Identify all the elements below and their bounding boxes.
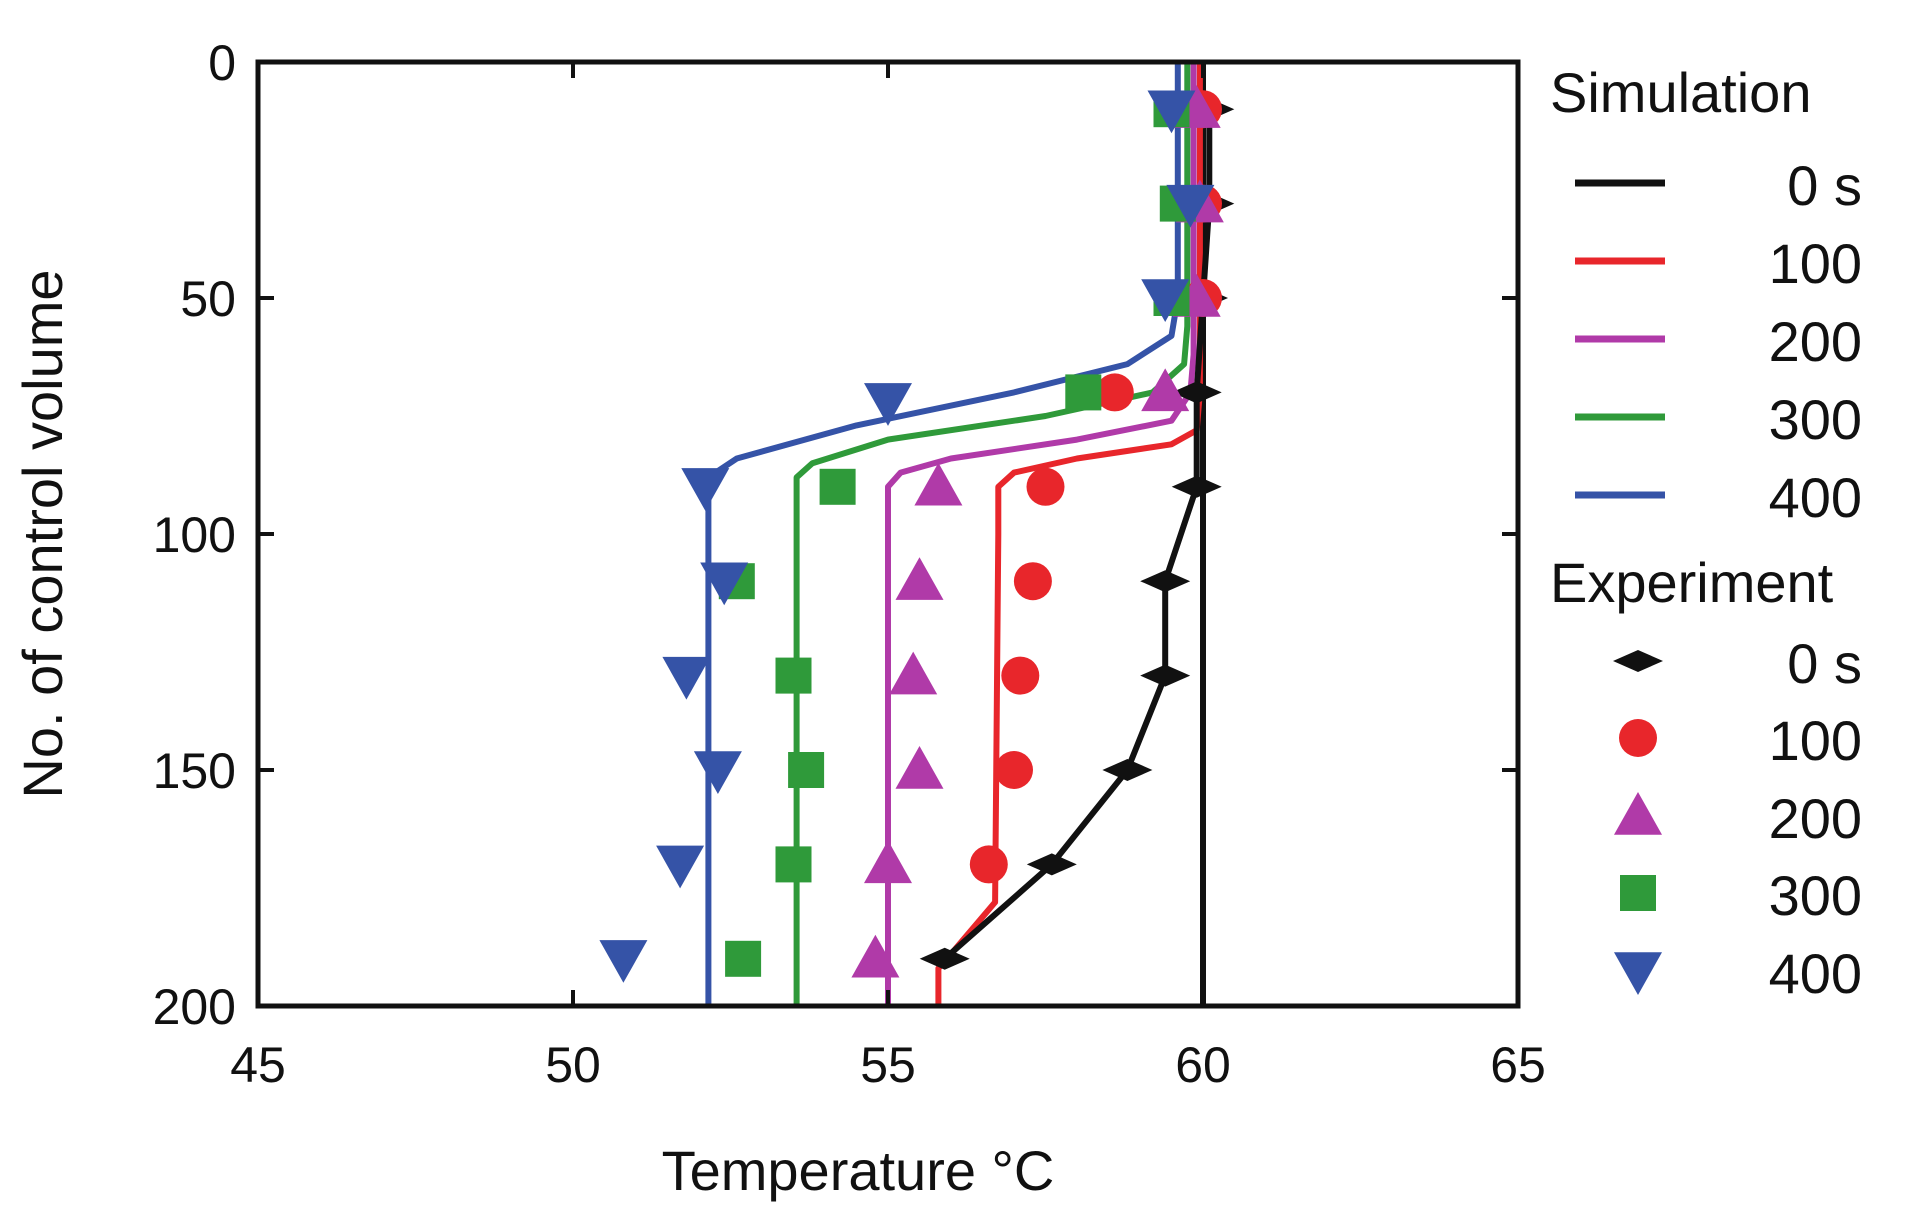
experiment-point-200 <box>895 557 944 600</box>
legend-experiment-label-100: 100 <box>1769 709 1862 772</box>
legend: Simulation Experiment 0 s 100 200 300 400 0 s… <box>1550 61 1862 1005</box>
legend-simulation-label-200: 200 <box>1769 310 1862 373</box>
experiment-point-200 <box>889 651 938 695</box>
experiment-point-400 <box>1166 184 1215 228</box>
legend-experiment-label-0s: 0 s <box>1787 632 1862 695</box>
y-tick-label: 0 <box>208 35 236 91</box>
experiment-point-0s <box>1171 475 1222 498</box>
y-tick-label: 200 <box>153 979 236 1035</box>
experiment-point-200 <box>851 934 900 978</box>
experiment-point-0s <box>1171 381 1222 404</box>
legend-experiment-title: Experiment <box>1550 551 1834 614</box>
experiment-point-0s <box>1102 759 1153 781</box>
experiment-point-100 <box>1095 373 1134 412</box>
plot-area <box>599 62 1235 1006</box>
experiment-point-200 <box>914 462 963 506</box>
legend-experiment-marker-100 <box>1619 719 1657 757</box>
experiment-point-100 <box>969 845 1008 884</box>
experiment-point-200 <box>864 840 912 884</box>
experiment-point-0s <box>1026 853 1077 876</box>
experiment-point-100 <box>1026 467 1065 506</box>
experiment-point-400 <box>693 751 742 794</box>
legend-simulation-title: Simulation <box>1550 61 1811 124</box>
experiment-point-300 <box>775 657 812 694</box>
experiment-point-0s <box>919 947 970 970</box>
experiment-point-200 <box>895 746 944 789</box>
experiment-point-300 <box>788 752 825 788</box>
experiment-point-300 <box>725 940 762 977</box>
experiment-point-200 <box>1141 368 1190 412</box>
experiment-point-400 <box>662 656 711 700</box>
experiment-point-300 <box>775 846 812 883</box>
y-tick-label: 50 <box>180 271 236 327</box>
experiment-point-400 <box>656 845 705 889</box>
legend-simulation-label-400: 400 <box>1769 466 1862 529</box>
y-tick-label: 100 <box>153 507 236 563</box>
x-tick-label: 50 <box>545 1037 601 1093</box>
experiment-point-300 <box>1065 374 1102 411</box>
y-tick-label: 150 <box>153 743 236 799</box>
experiment-point-400 <box>700 562 749 606</box>
experiment-point-400 <box>681 468 730 511</box>
legend-experiment-marker-300 <box>1620 875 1656 911</box>
x-tick-label: 55 <box>860 1037 916 1093</box>
experiment-point-100 <box>1001 656 1040 695</box>
legend-experiment-marker-200 <box>1614 792 1662 835</box>
x-tick-label: 60 <box>1175 1037 1231 1093</box>
experiment-point-0s <box>1140 664 1191 687</box>
experiment-point-400 <box>599 940 648 983</box>
experiment-point-300 <box>819 468 856 505</box>
legend-experiment-label-300: 300 <box>1769 864 1862 927</box>
experiment-line-0s <box>942 109 1213 962</box>
x-tick-label: 45 <box>230 1037 286 1093</box>
experiment-point-100 <box>995 751 1033 789</box>
legend-simulation-label-100: 100 <box>1769 232 1862 295</box>
legend-simulation-label-300: 300 <box>1769 388 1862 451</box>
x-tick-label: 65 <box>1490 1037 1546 1093</box>
experiment-point-400 <box>1147 90 1196 134</box>
legend-simulation-label-0s: 0 s <box>1787 154 1862 217</box>
x-axis-title: Temperature °C <box>662 1139 1055 1202</box>
legend-experiment-label-400: 400 <box>1769 942 1862 1005</box>
y-axis-title: No. of control volume <box>11 269 74 798</box>
experiment-point-400 <box>1141 279 1190 322</box>
experiment-point-0s <box>1140 570 1191 593</box>
legend-experiment-label-200: 200 <box>1769 787 1862 850</box>
legend-experiment-marker-400 <box>1614 952 1662 995</box>
experiment-point-400 <box>864 383 912 426</box>
experiment-point-100 <box>1013 562 1052 601</box>
simulation-line-200 <box>885 62 1197 1006</box>
legend-experiment-marker-0s <box>1613 650 1663 672</box>
axis-ticks: 45 50 55 60 65 0 50 100 150 200 <box>153 35 1546 1093</box>
simulation-line-300 <box>793 62 1191 1006</box>
